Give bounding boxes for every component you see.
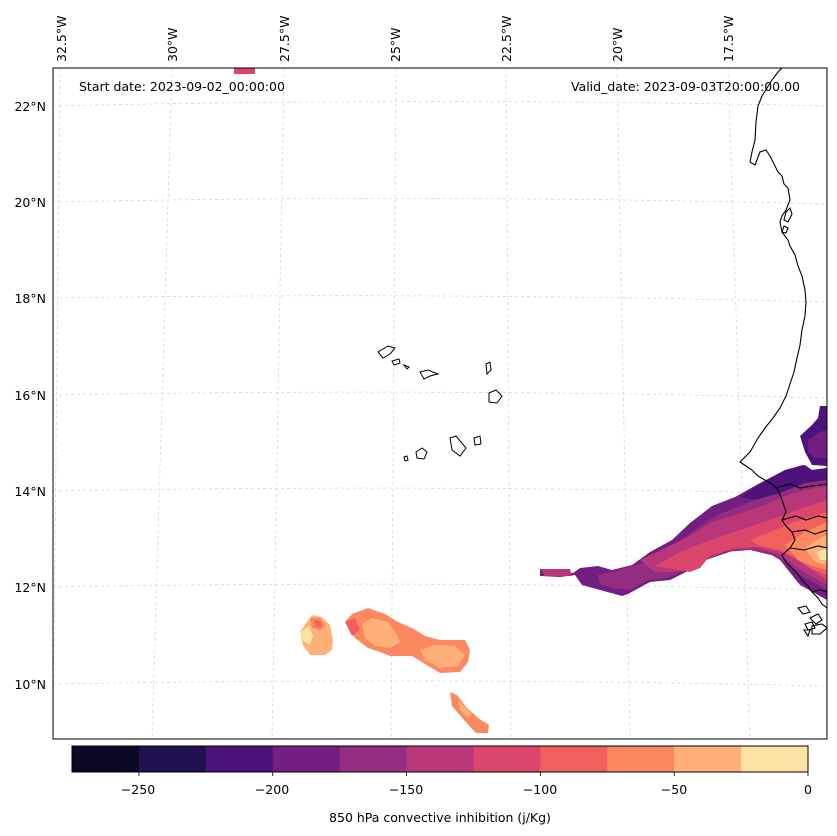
colorbar-segment <box>473 746 541 772</box>
colorbar-tick-label: −250 <box>121 782 155 797</box>
parallel-gridline <box>53 487 827 495</box>
colorbar-segment <box>272 746 341 772</box>
lat-label: 16°N <box>14 388 46 403</box>
island-maio <box>473 435 482 446</box>
colorbar-segment <box>205 746 274 772</box>
colorbar-tick-label: −100 <box>523 782 557 797</box>
lat-label: 20°N <box>14 195 46 210</box>
colorbar <box>72 746 809 772</box>
island-sao-vicente <box>391 358 401 366</box>
cin-contours-southwest <box>300 608 489 733</box>
colorbar-segment <box>540 746 608 772</box>
colorbar-frame <box>71 745 809 773</box>
lon-label: 27.5°W <box>277 16 292 62</box>
meridian-gridline <box>271 68 285 739</box>
parallel-gridline <box>53 583 827 591</box>
colorbar-segment <box>607 746 675 772</box>
meridian-gridline <box>151 68 173 739</box>
cape-verde-islands <box>377 345 503 462</box>
valid-date-label: Valid_date: 2023-09-03T20:00:00.00 <box>571 79 800 94</box>
latitude-labels: 22°N 20°N 18°N 16°N 14°N 12°N 10°N <box>14 99 46 692</box>
map-frame <box>52 67 828 740</box>
african-coastline <box>739 68 827 638</box>
colorbar-segment <box>72 746 140 772</box>
island-santo-antao <box>377 345 396 359</box>
colorbar-segment <box>674 746 742 772</box>
parallel-gridline <box>53 101 827 107</box>
island-santiago <box>449 435 467 457</box>
start-date-label: Start date: 2023-09-02_00:00:00 <box>79 79 285 94</box>
lat-label: 22°N <box>14 99 46 114</box>
parallel-gridline <box>53 680 827 687</box>
cin-contour-patch <box>234 68 255 74</box>
meridian-gridline <box>616 68 631 739</box>
lon-label: 25°W <box>388 27 403 62</box>
island-sao-nicolau <box>419 369 440 380</box>
meridian-gridline <box>727 68 751 739</box>
lon-label: 22.5°W <box>499 16 514 62</box>
colorbar-segment <box>339 746 408 772</box>
lat-label: 12°N <box>14 580 46 595</box>
island-santa-luzia <box>402 363 410 370</box>
colorbar-tick-label: −50 <box>661 782 687 797</box>
lat-label: 14°N <box>14 484 46 499</box>
meridian-gridline <box>53 68 61 739</box>
colorbar-tick-label: 0 <box>804 782 812 797</box>
colorbar-ticks: −250 −200 −150 −100 −50 0 <box>121 772 812 797</box>
colorbar-label: 850 hPa convective inhibition (j/Kg) <box>329 810 551 825</box>
lon-label: 17.5°W <box>721 16 736 62</box>
island-fogo <box>415 447 428 460</box>
lon-label: 30°W <box>165 27 180 62</box>
island-sal <box>485 361 492 376</box>
meridian-gridline <box>505 68 512 739</box>
parallel-gridline <box>53 391 827 399</box>
island-brava <box>403 455 409 462</box>
longitude-labels: 32.5°W 30°W 27.5°W 25°W 22.5°W 20°W 17.5… <box>54 16 736 62</box>
map-panel <box>53 68 827 739</box>
colorbar-tick-label: −150 <box>389 782 423 797</box>
parallel-gridline <box>53 295 827 303</box>
colorbar-segment <box>741 746 809 772</box>
island-boa-vista <box>488 389 503 404</box>
lon-label: 32.5°W <box>54 16 69 62</box>
colorbar-segment <box>406 746 474 772</box>
colorbar-segment <box>138 746 207 772</box>
parallel-gridline <box>53 198 827 205</box>
lat-label: 10°N <box>14 677 46 692</box>
lat-label: 18°N <box>14 291 46 306</box>
lon-label: 20°W <box>610 27 625 62</box>
colorbar-tick-label: −200 <box>255 782 289 797</box>
cin-contours-east <box>540 406 827 600</box>
